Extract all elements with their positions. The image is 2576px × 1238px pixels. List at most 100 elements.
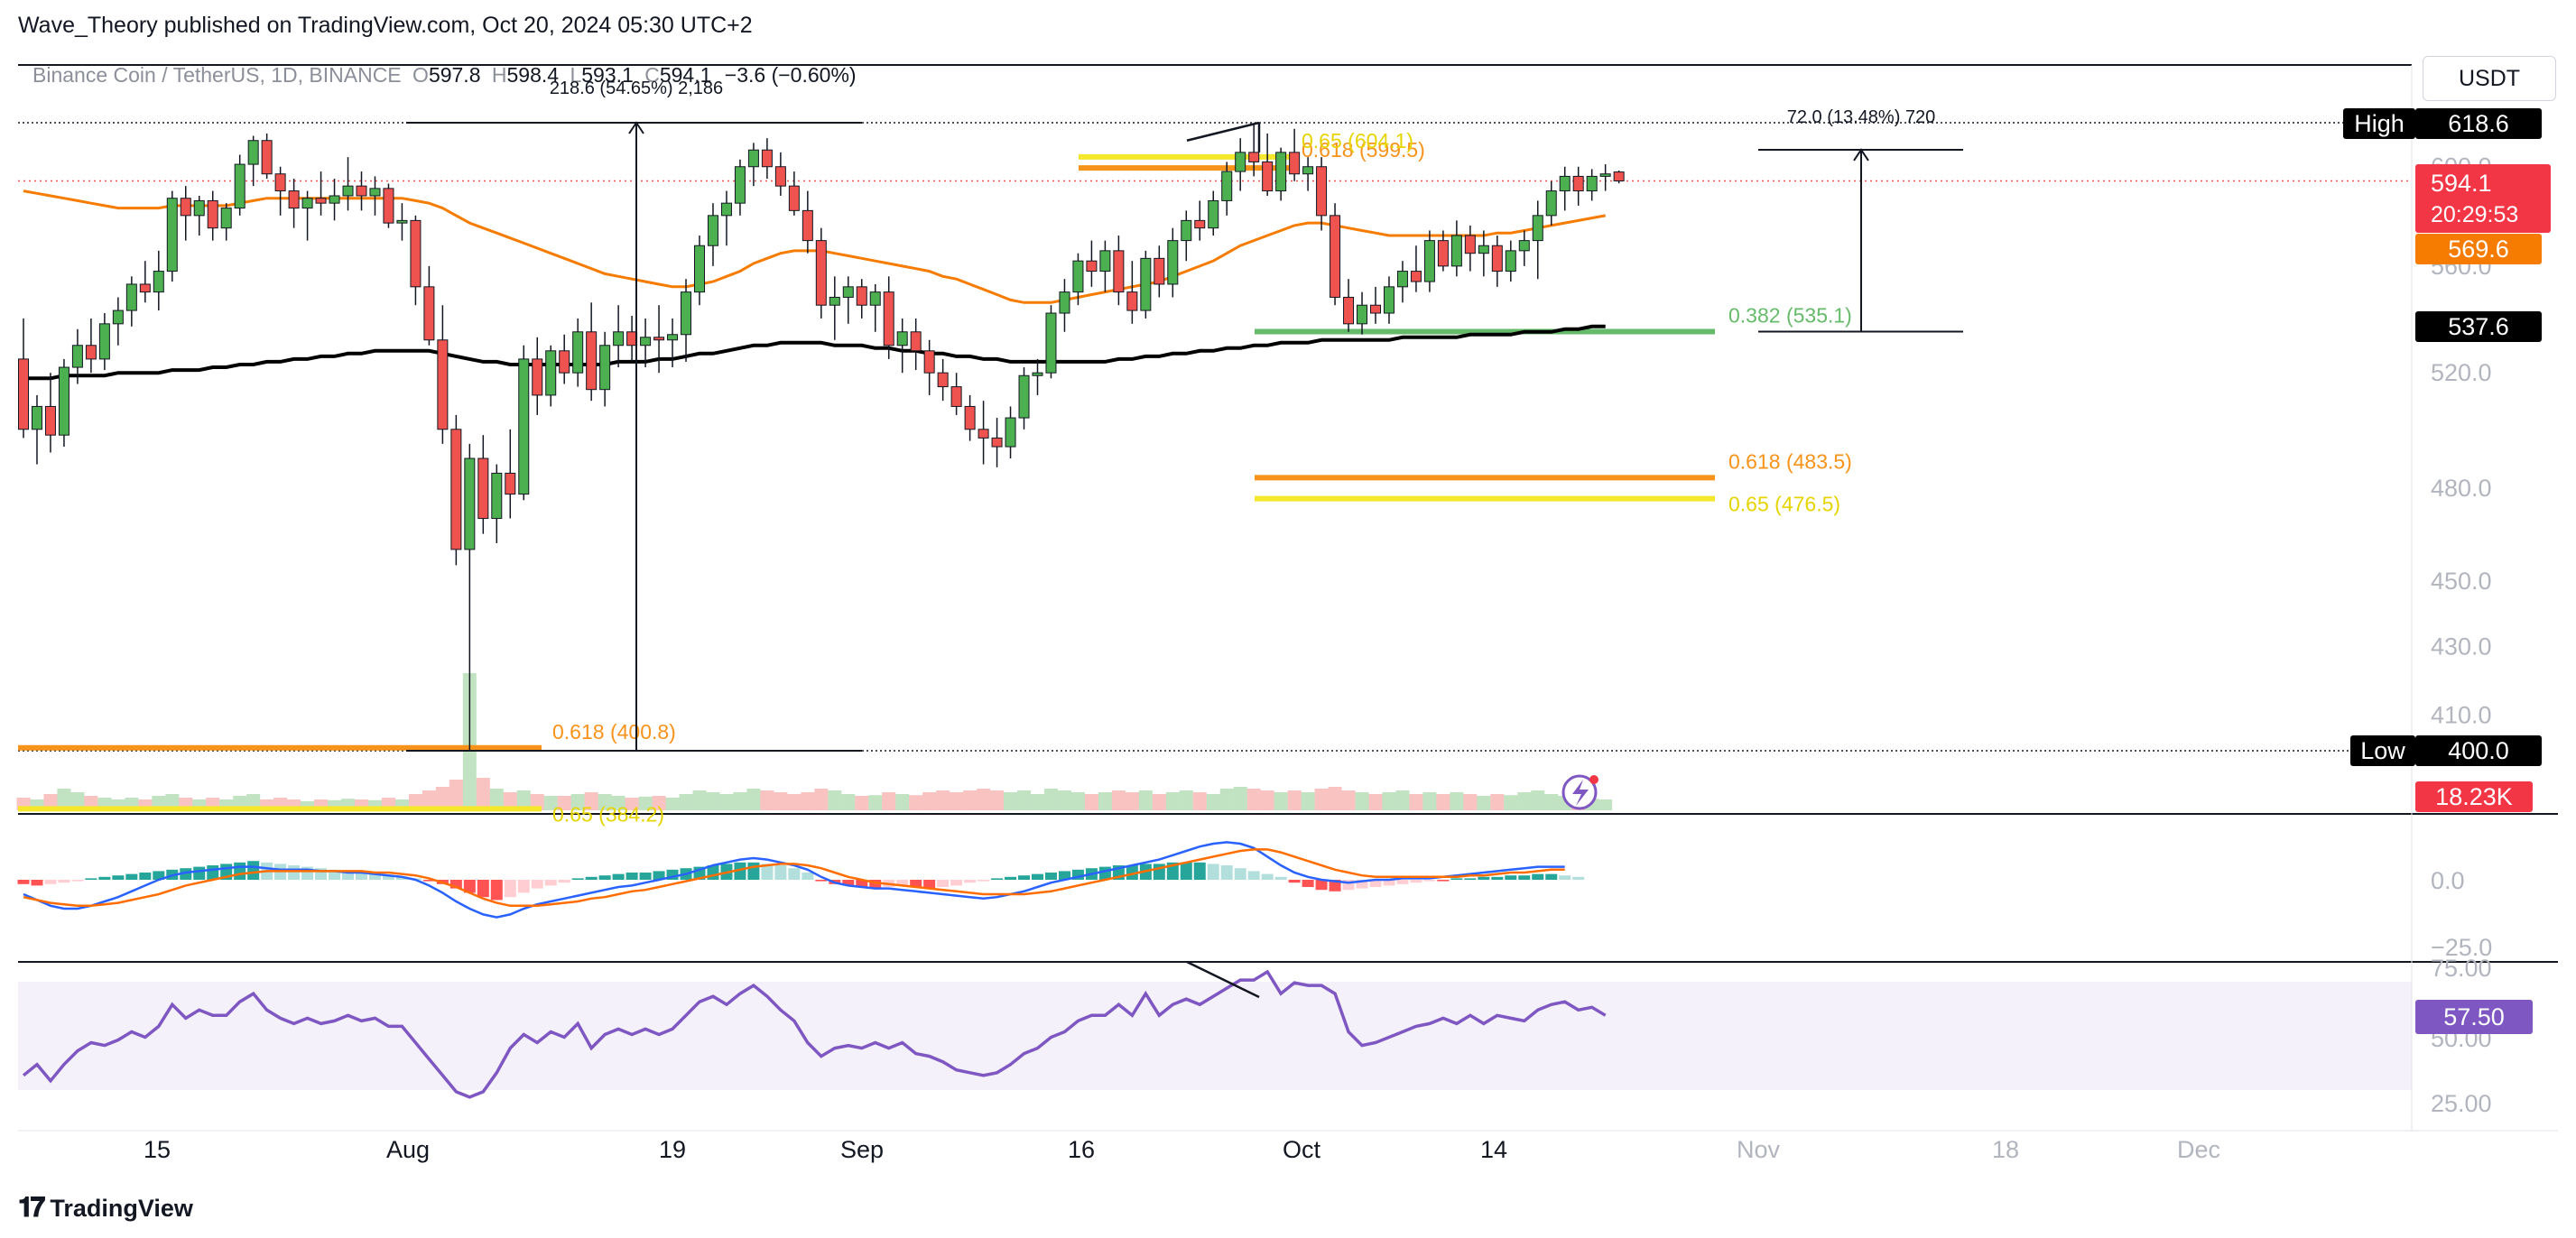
tradingview-logo[interactable]: 𝟏𝟕 TradingView: [18, 1193, 193, 1224]
volume-bar: [1233, 787, 1247, 810]
candle-body: [1396, 271, 1408, 288]
candle-body: [815, 240, 827, 306]
countdown-text: 20:29:53: [2431, 202, 2518, 227]
currency-selector[interactable]: USDT: [2423, 56, 2556, 101]
fib-level-label: 0.382 (535.1): [1728, 303, 1852, 327]
low-value-tag: 400.0: [2415, 735, 2542, 766]
chart-canvas[interactable]: 0.618 (599.5)0.65 (604.1)0.382 (535.1)0.…: [0, 0, 2576, 1182]
volume-bar: [977, 789, 991, 810]
macd-histogram-bar: [449, 880, 462, 889]
macd-histogram-bar: [639, 873, 652, 880]
candle-body: [761, 149, 773, 168]
tag-bg: [2415, 164, 2551, 233]
price-tags: High 618.6 594.1 20:29:53 569.6 537.6 Low 400.0…: [1561, 108, 2551, 1034]
fib-level-label: 0.65 (604.1): [1302, 129, 1413, 152]
candle: [720, 190, 732, 246]
candle: [1275, 147, 1287, 201]
candle-body: [1478, 245, 1489, 254]
lightning-icon: [1561, 774, 1598, 810]
volume-bar: [1057, 790, 1071, 810]
macd-histogram-bar: [31, 880, 43, 886]
candle: [626, 315, 638, 362]
moving-averages: [23, 189, 1606, 381]
volume-bar: [936, 790, 950, 810]
candle: [274, 166, 286, 216]
candle: [653, 305, 665, 374]
axes: 520.0480.0450.0430.0410.0600.0560.00.0−2…: [144, 153, 2492, 1163]
macd-histogram-bar: [1532, 873, 1544, 880]
candle-body: [1423, 240, 1435, 282]
volume-bar: [1382, 792, 1396, 810]
macd-histogram-bar: [1450, 878, 1463, 880]
volume-bar: [1531, 790, 1545, 810]
volume-bar: [950, 792, 964, 810]
macd-histogram-bar: [842, 880, 855, 886]
volume-bar: [1125, 792, 1139, 810]
candle-body: [559, 350, 570, 374]
macd-histogram-bar: [802, 873, 814, 880]
macd-histogram-bar: [815, 880, 828, 882]
macd-histogram-bar: [207, 865, 219, 880]
volume-bar: [963, 790, 978, 810]
candle: [815, 227, 827, 319]
candle: [18, 318, 29, 439]
macd-histogram-bar: [1058, 871, 1070, 880]
candle-body: [1357, 304, 1368, 325]
candle: [1086, 240, 1098, 287]
candle-body: [1316, 166, 1328, 217]
volume-bar: [774, 792, 788, 810]
candle: [694, 236, 705, 306]
candle: [883, 276, 894, 359]
candle: [71, 328, 83, 384]
macd-histogram-bar: [558, 880, 570, 883]
candle: [774, 152, 786, 196]
macd-histogram-bar: [1572, 876, 1585, 880]
rsi-panel: [22, 960, 1607, 1099]
tag-text: 618.6: [2448, 110, 2509, 137]
volume-bar: [1206, 794, 1220, 810]
volume-bar: [787, 794, 802, 810]
candle-body: [545, 350, 557, 396]
open-label: O: [412, 63, 429, 87]
candle: [1559, 166, 1571, 211]
volume-bar: [1301, 792, 1315, 810]
macd-histogram-bar: [1396, 880, 1409, 884]
rsi-divergence-line: [1186, 960, 1260, 999]
candle: [950, 373, 962, 415]
macd-histogram-bar: [1518, 875, 1531, 880]
tag-bg: [2415, 781, 2533, 812]
macd-histogram-bar: [139, 873, 152, 880]
close-label: C: [644, 63, 660, 87]
candle-body: [964, 405, 976, 430]
macd-histogram-bar: [288, 865, 301, 880]
candle-body: [1032, 372, 1043, 376]
candle: [1370, 286, 1381, 324]
macd-histogram-bar: [937, 880, 950, 887]
fib-level-label: 0.618 (483.5): [1728, 449, 1852, 473]
candle-body: [31, 405, 42, 430]
candle-body: [1491, 245, 1503, 273]
volume-bar: [557, 796, 571, 810]
candle: [1032, 358, 1043, 395]
macd-histogram-bar: [1071, 869, 1084, 880]
candle: [369, 176, 381, 216]
macd-histogram-bar: [1356, 880, 1368, 889]
volume-bar: [1274, 792, 1288, 810]
symbol-name[interactable]: Binance Coin / TetherUS, 1D, BINANCE: [32, 63, 402, 87]
candle-body: [923, 350, 935, 374]
macd-histogram-bar: [598, 875, 611, 880]
macd-histogram-bar: [356, 873, 367, 880]
candle: [978, 401, 989, 465]
macd-histogram-bar: [1018, 875, 1031, 880]
ohlc-legend: Binance Coin / TetherUS, 1D, BINANCE O59…: [32, 63, 857, 88]
candle: [1302, 157, 1314, 191]
candle-body: [1181, 219, 1192, 242]
fib-levels: 0.618 (599.5)0.65 (604.1)0.382 (535.1)0.…: [18, 129, 1852, 826]
tag-bg: [2350, 735, 2415, 766]
volume-bar: [1490, 794, 1505, 810]
candle-body: [288, 190, 300, 209]
candle: [707, 203, 718, 266]
volume-bar: [1544, 794, 1559, 810]
volume-bar: [435, 787, 449, 810]
tag-text: 400.0: [2448, 737, 2509, 764]
